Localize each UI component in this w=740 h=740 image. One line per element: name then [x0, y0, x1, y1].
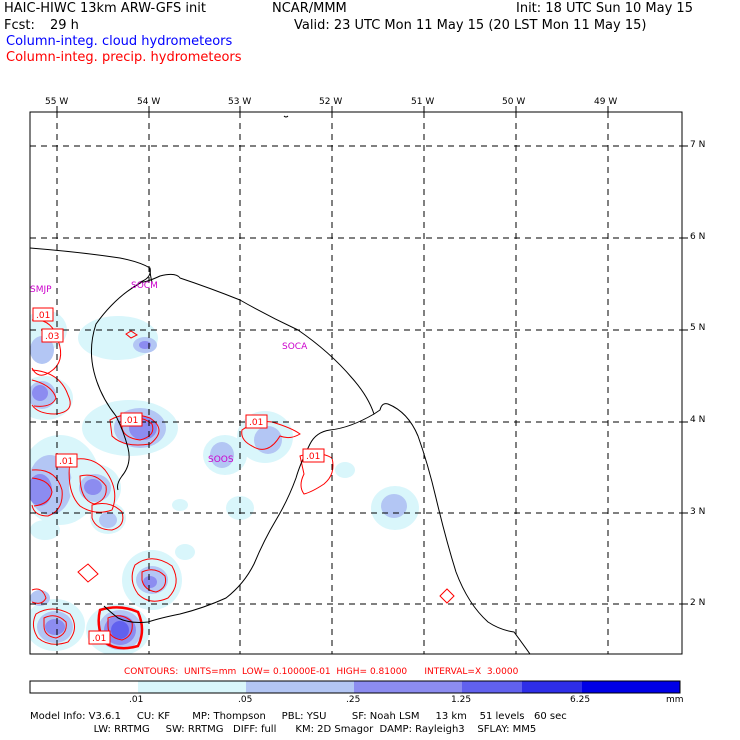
colorbar-segment [246, 681, 354, 693]
org-label: NCAR/MMM [272, 1, 347, 16]
contour-label: .01 [59, 457, 73, 467]
field-precip-title: Column-integ. precip. hydrometeors [6, 50, 242, 65]
coastline [30, 115, 531, 654]
contour-label: .01 [36, 311, 50, 321]
valid-time: Valid: 23 UTC Mon 11 May 15 (20 LST Mon … [294, 18, 647, 33]
latlon-grid [30, 112, 682, 654]
colorbar [29, 680, 681, 694]
colorbar-segment [138, 681, 246, 693]
lon-label: 54 W [137, 97, 161, 107]
axis-ticks [56, 106, 688, 605]
field-cloud-title: Column-integ. cloud hydrometeors [6, 34, 233, 49]
lon-label: 50 W [502, 97, 526, 107]
map-field: SMJP SOCM SOCA SOOS .01 .03 .01 .01 .01 … [30, 112, 682, 654]
lat-label: 3 N [690, 507, 706, 517]
colorbar-label: .25 [346, 695, 361, 705]
cloud-shading [30, 310, 419, 654]
map-frame [29, 111, 683, 655]
model-info-line1: Model Info: V3.6.1 CU: KF MP: Thompson P… [30, 711, 567, 722]
lon-label: 55 W [45, 97, 69, 107]
contour-label: .01 [306, 452, 320, 462]
station-label: SOOS [208, 455, 234, 465]
colorbar-label: 1.25 [451, 695, 472, 705]
lat-label: 7 N [690, 140, 706, 150]
lat-label: 6 N [690, 232, 706, 242]
contour-label: .01 [249, 418, 263, 428]
lat-label: 5 N [690, 323, 706, 333]
contour-label: .03 [45, 332, 59, 342]
colorbar-segment [354, 681, 462, 693]
colorbar-label: 6.25 [570, 695, 591, 705]
colorbar-segment [30, 681, 138, 693]
colorbar-label: .05 [238, 695, 253, 705]
lat-label: 2 N [690, 598, 706, 608]
lon-label: 49 W [594, 97, 618, 107]
contour-label-boxes [32, 307, 325, 645]
colorbar-segment [462, 681, 522, 693]
station-label: SOCM [131, 281, 158, 291]
model-title: HAIC-HIWC 13km ARW-GFS init [4, 1, 206, 16]
station-label: SOCA [282, 342, 308, 352]
station-label: SMJP [30, 285, 52, 295]
colorbar-segment [522, 681, 582, 693]
colorbar-label: .01 [129, 695, 144, 705]
model-info-line2: LW: RRTMG SW: RRTMG DIFF: full KM: 2D Sm… [30, 724, 537, 735]
lon-label: 52 W [319, 97, 343, 107]
lon-label: 51 W [411, 97, 435, 107]
colorbar-segment [582, 681, 680, 693]
contour-label: .01 [124, 416, 138, 426]
forecast-hour: 29 h [50, 18, 79, 33]
init-time: Init: 18 UTC Sun 10 May 15 [516, 1, 693, 16]
lat-label: 4 N [690, 415, 706, 425]
contour-label: .01 [92, 634, 106, 644]
lon-label: 53 W [228, 97, 252, 107]
forecast-label: Fcst: [4, 18, 35, 33]
contour-info: CONTOURS: UNITS=mm LOW= 0.10000E-01 HIGH… [124, 667, 519, 677]
colorbar-units: mm [666, 695, 684, 705]
